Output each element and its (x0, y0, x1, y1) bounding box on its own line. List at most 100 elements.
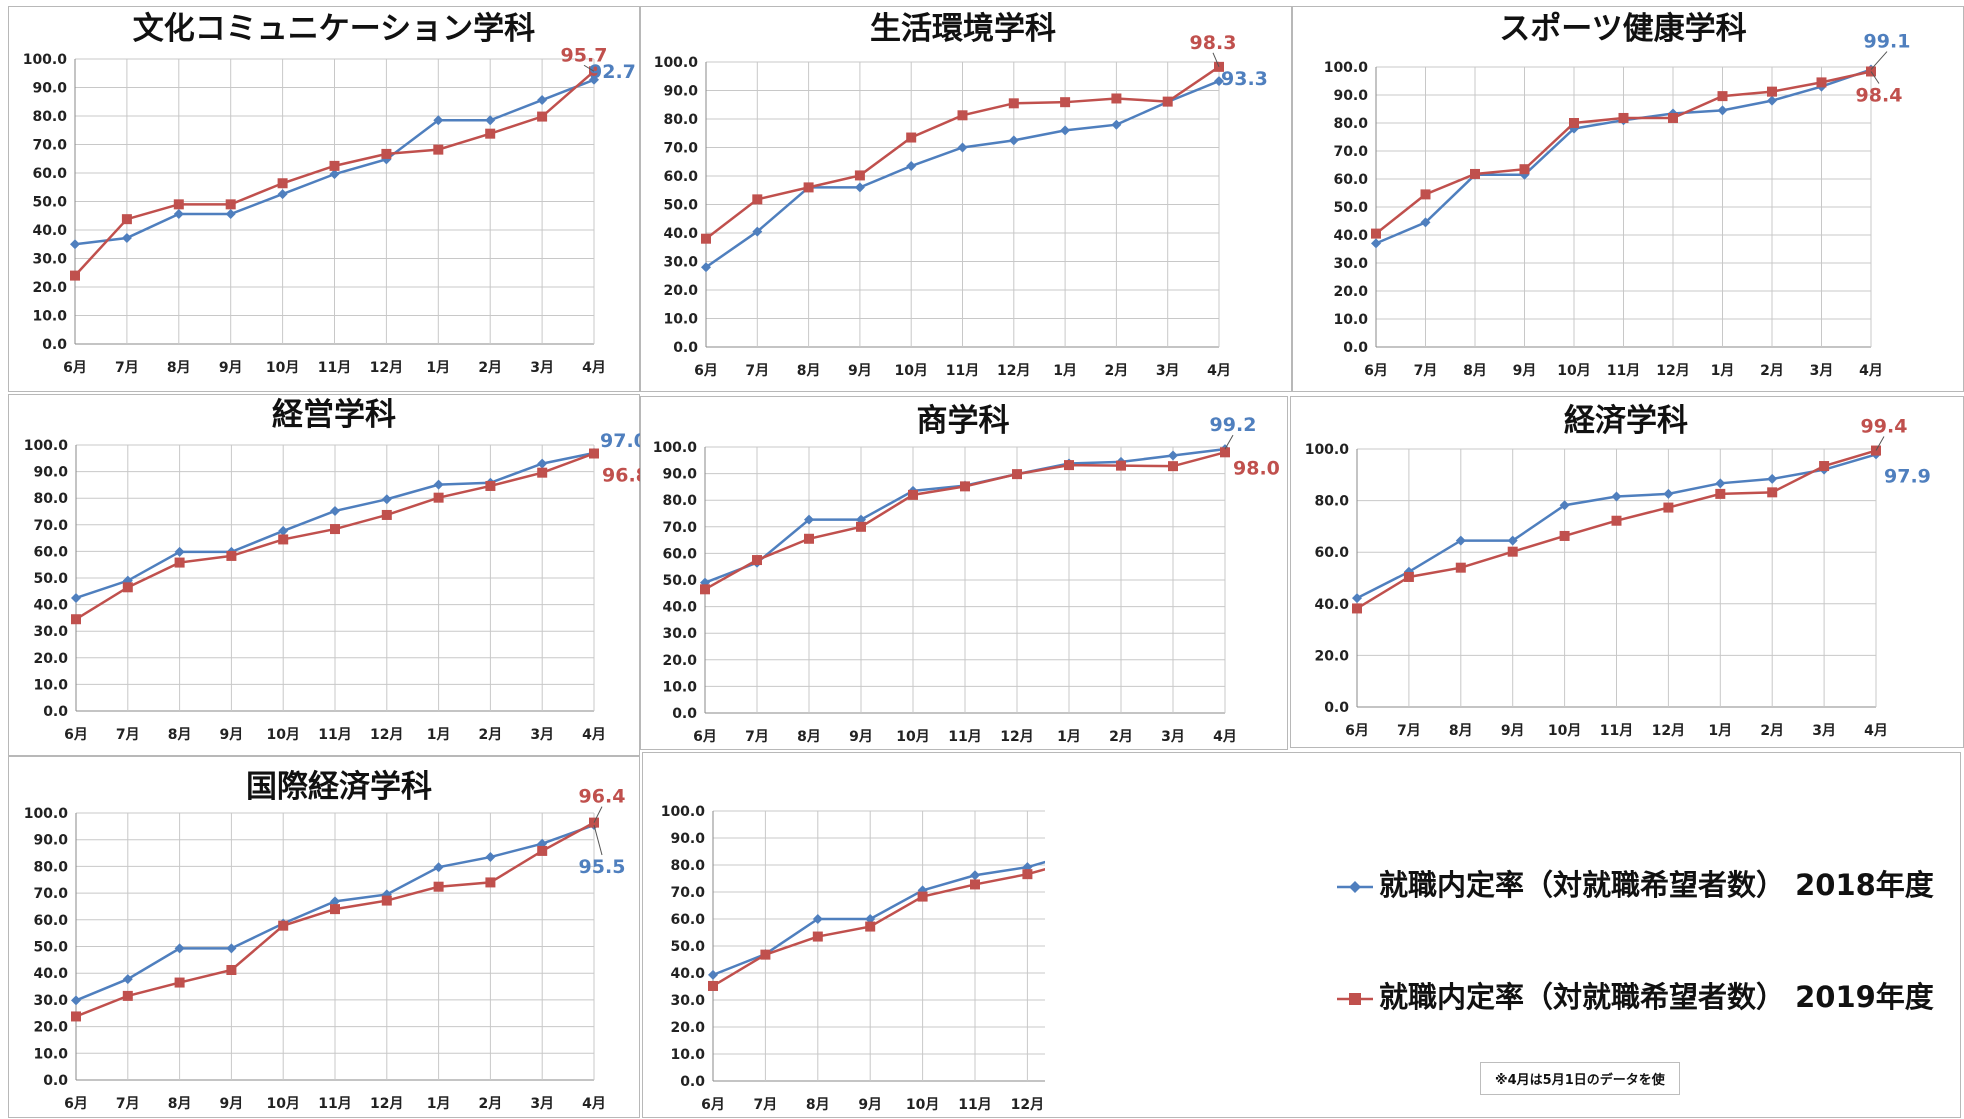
x-tick-label: 3月 (1812, 723, 1836, 739)
point-2018 (970, 870, 980, 881)
point-2019 (330, 524, 340, 535)
point-2019 (70, 270, 80, 281)
point-2019 (1168, 461, 1178, 472)
legend-2018-marker (1337, 881, 1373, 893)
x-tick-label: 9月 (220, 727, 244, 743)
point-2019 (537, 467, 548, 478)
y-tick-label: 50.0 (33, 940, 68, 956)
x-tick-label: 12月 (1000, 729, 1033, 745)
point-2018 (1008, 135, 1019, 146)
point-2018 (1214, 76, 1224, 87)
point-2018 (701, 262, 711, 273)
legend-2018-label: 就職内定率（対就職希望者数） 2018年度 (1379, 868, 1934, 902)
point-2019 (1008, 98, 1019, 109)
x-tick-label: 10月 (1548, 723, 1581, 739)
point-2019 (1715, 488, 1726, 499)
x-tick-label: 8月 (1449, 723, 1473, 739)
y-tick-label: 40.0 (662, 600, 697, 616)
chart-svg: 生活環境学科 0.0 10.0 20.0 30.0 40.0 50.0 60.0 70.0 80.… (654, 11, 1268, 379)
y-tick-label: 60.0 (33, 913, 68, 929)
y-tick-label: 40.0 (32, 223, 67, 239)
y-tick-label: 20.0 (33, 651, 68, 667)
chart-panel-sports-kenko: スポーツ健康学科 0.0 10.0 20.0 30.0 40.0 50.0 60.0 70.0 8… (1292, 6, 1964, 392)
y-tick-label: 90.0 (1333, 88, 1368, 104)
point-2019 (433, 144, 444, 155)
y-tick-label: 20.0 (1333, 284, 1368, 300)
point-2018 (589, 74, 599, 85)
y-tick-label: 60.0 (1314, 545, 1349, 561)
y-tick-label: 60.0 (663, 169, 698, 185)
y-tick-label: 70.0 (33, 886, 68, 902)
y-tick-label: 0.0 (673, 340, 698, 356)
point-2019 (1559, 530, 1570, 541)
point-2018 (812, 914, 823, 924)
end-label-2019: 98.3 (1190, 32, 1237, 54)
point-2019 (1767, 487, 1778, 498)
chart-title: スポーツ健康学科 (1499, 11, 1746, 47)
x-tick-label: 1月 (426, 360, 450, 376)
y-tick-label: 20.0 (32, 280, 67, 296)
x-tick-label: 2月 (1760, 363, 1784, 379)
x-tick-label: 3月 (1810, 363, 1834, 379)
x-tick-label: 2月 (478, 360, 502, 376)
y-tick-label: 0.0 (43, 1073, 68, 1089)
point-2018 (1168, 450, 1178, 461)
y-tick-label: 0.0 (42, 337, 67, 353)
point-2018 (1559, 500, 1570, 511)
x-tick-label: 1月 (427, 1096, 451, 1112)
point-2019 (1507, 546, 1518, 557)
x-tick-label: 9月 (858, 1097, 882, 1113)
point-2019 (433, 881, 444, 892)
point-2019 (1668, 112, 1678, 123)
legend-2019-marker (1337, 993, 1373, 1005)
x-tick-label: 10月 (266, 727, 299, 743)
y-tick-label: 70.0 (32, 138, 67, 154)
x-tick-label: 11月 (948, 729, 981, 745)
x-tick-label: 7月 (745, 363, 769, 379)
point-2019 (812, 931, 823, 942)
point-2018 (1455, 535, 1466, 546)
point-2019 (589, 66, 599, 77)
y-tick-label: 80.0 (33, 859, 68, 875)
point-2019 (71, 614, 81, 625)
y-tick-label: 40.0 (670, 966, 705, 982)
chart-panel-seikatsu-kankyo: 生活環境学科 0.0 10.0 20.0 30.0 40.0 50.0 60.0 70.0 80.… (640, 6, 1292, 392)
point-2018 (1767, 95, 1777, 106)
y-tick-label: 30.0 (33, 993, 68, 1009)
y-tick-label: 80.0 (663, 112, 698, 128)
x-tick-label: 8月 (168, 727, 192, 743)
point-2019 (433, 492, 444, 503)
y-tick-label: 80.0 (1333, 116, 1368, 132)
end-label-2018: 93.3 (1221, 68, 1268, 90)
point-2018 (957, 142, 968, 153)
point-2019 (1111, 93, 1122, 104)
y-tick-label: 80.0 (662, 493, 697, 509)
point-2019 (917, 891, 928, 902)
point-2019 (1569, 118, 1579, 128)
x-tick-label: 12月 (1011, 1097, 1044, 1113)
leader-line (1212, 52, 1220, 68)
point-2019 (1352, 603, 1362, 614)
point-2018 (537, 458, 548, 469)
x-tick-label: 4月 (1864, 723, 1888, 739)
point-2018 (1420, 217, 1431, 228)
point-2018 (485, 115, 496, 126)
chart-panel-shogaku: 商学科 0.0 10.0 20.0 30.0 40.0 50.0 60.0 70.0 80.0 90… (640, 396, 1288, 750)
point-2018 (330, 505, 340, 516)
point-2019 (226, 964, 237, 975)
end-label-2019: 99.4 (1861, 416, 1908, 438)
x-tick-label: 9月 (848, 363, 872, 379)
x-tick-label: 11月 (1607, 363, 1640, 379)
chart-title: 経済学科 (1564, 403, 1688, 439)
x-tick-label: 1月 (1053, 363, 1077, 379)
x-tick-label: 9月 (220, 1096, 244, 1112)
point-2019 (173, 199, 184, 210)
end-label-2018: 99.2 (1210, 414, 1257, 436)
end-label-2019: 98.0 (1233, 457, 1280, 479)
point-2019 (700, 584, 710, 595)
point-2019 (1022, 869, 1033, 880)
point-2019 (1162, 96, 1173, 107)
x-tick-label: 6月 (64, 727, 88, 743)
x-tick-label: 8月 (167, 360, 191, 376)
x-tick-label: 11月 (318, 1096, 351, 1112)
